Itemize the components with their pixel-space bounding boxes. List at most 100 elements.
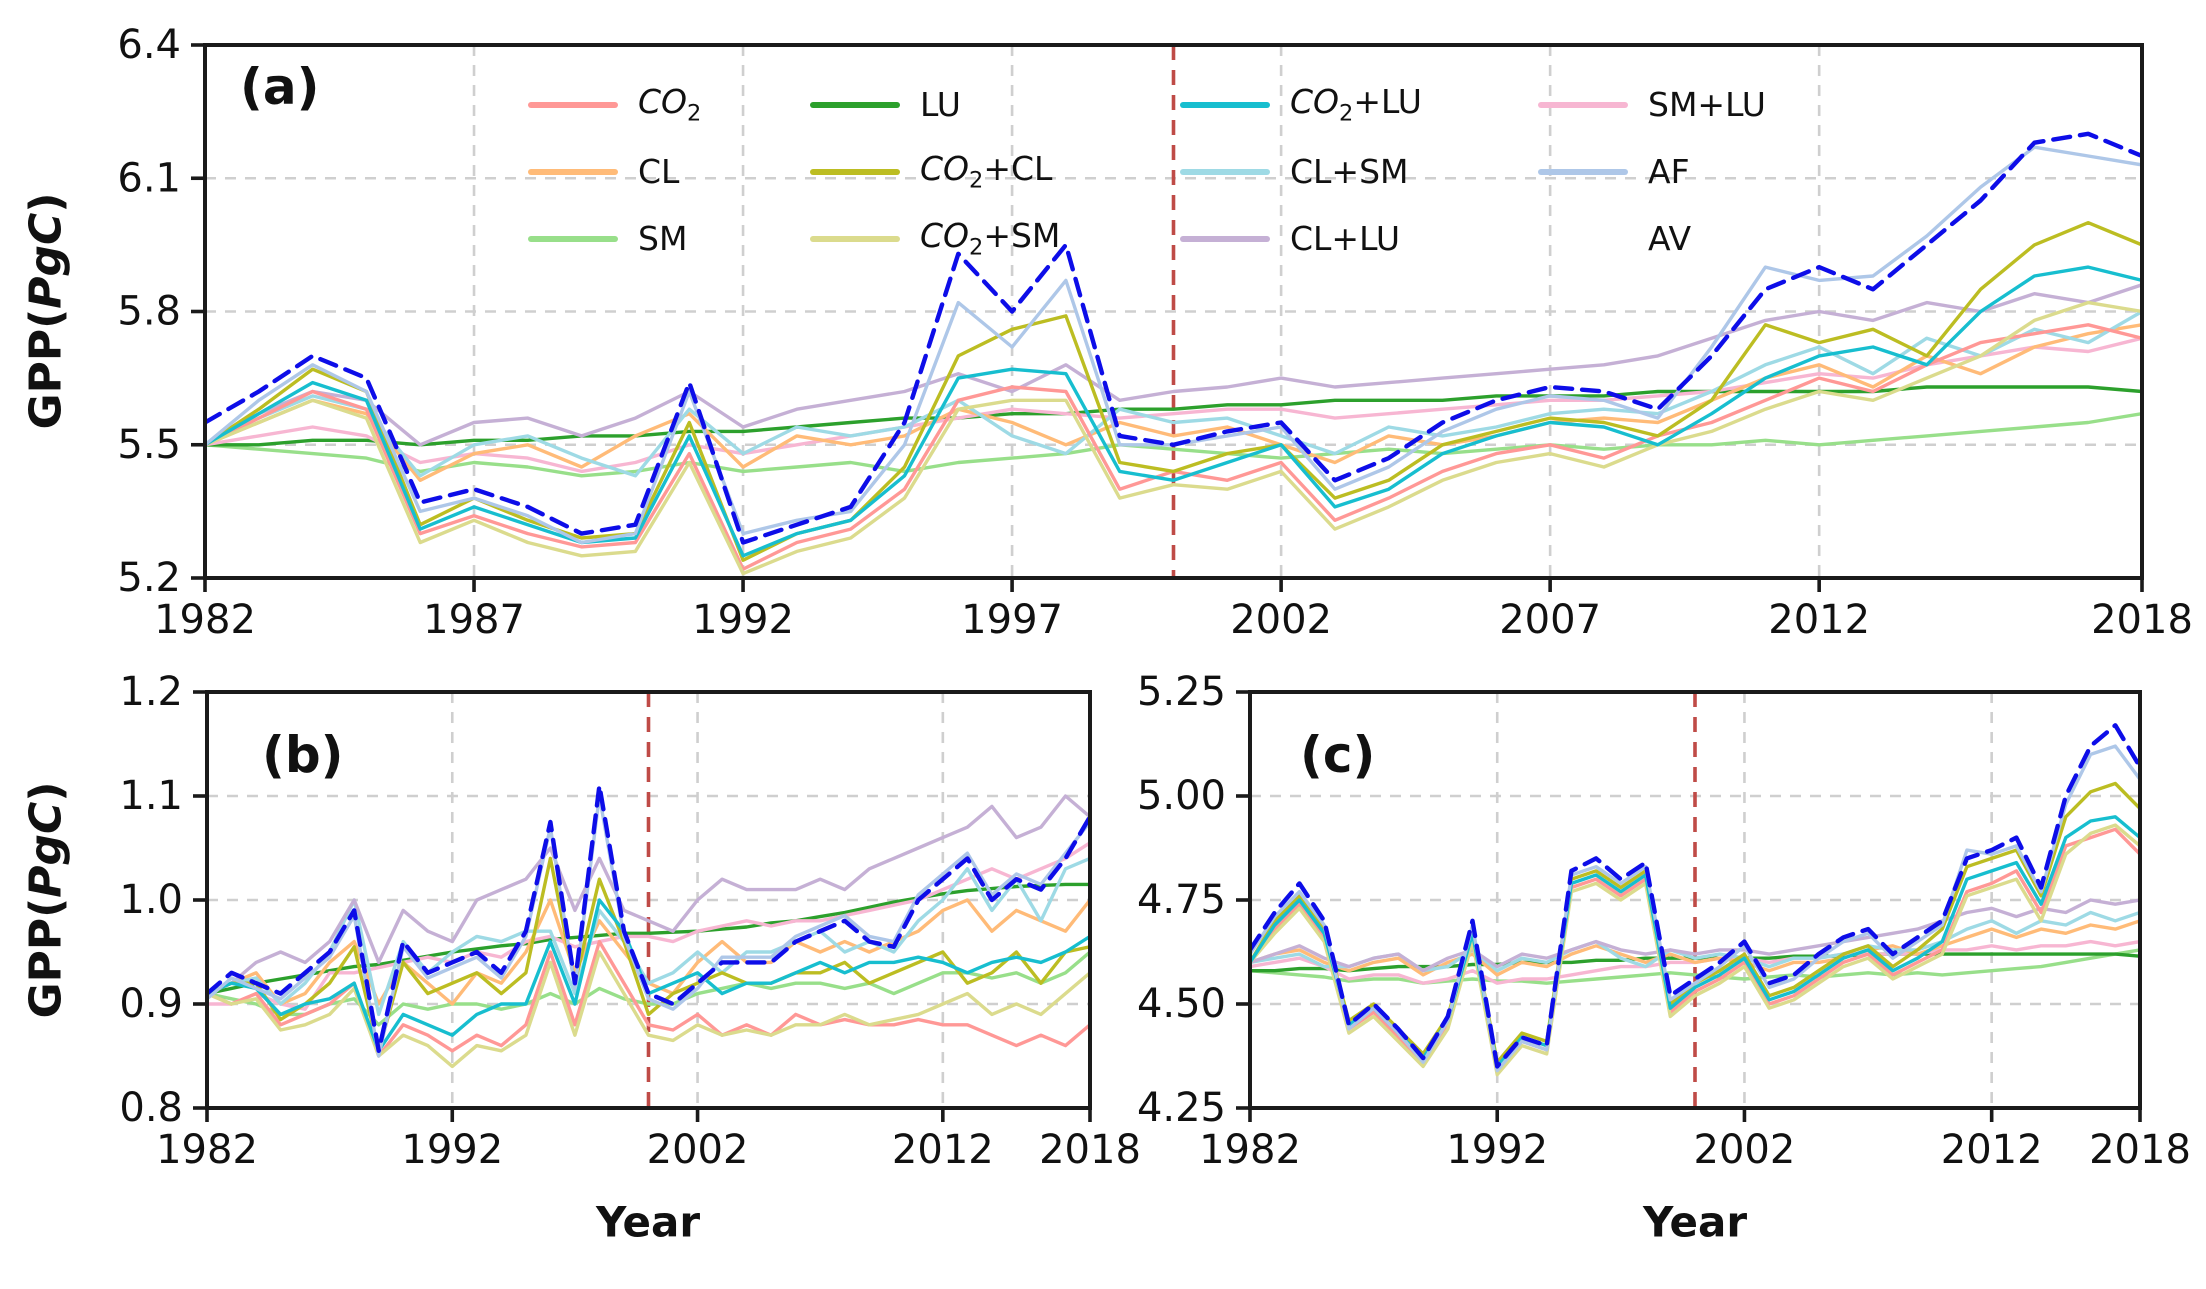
panel-c: 1982 1992 2002 2012 2018 4.25 4.50 4.75 5.00 5.25 — [1137, 669, 2191, 1173]
x-tick-label: 2018 — [1039, 1127, 1141, 1173]
series-AF-line — [1250, 744, 2140, 1073]
y-axis-label-panel-b: GPP(PgC) — [20, 781, 72, 1019]
series-AV-line — [207, 783, 1090, 1054]
legend-swatch-CL — [528, 168, 618, 175]
series-CO2+SM-line — [205, 300, 2142, 576]
legend-item-CO2+SM: CO2+SM — [810, 205, 1060, 272]
legend-item-CL+LU: CL+LU — [1180, 205, 1400, 272]
legend-item-SM: SM — [528, 205, 687, 272]
legend-label-CL+SM: CL+SM — [1290, 152, 1409, 191]
x-tick-label: 2018 — [2089, 1127, 2191, 1173]
legend-item-SM+LU: SM+LU — [1538, 71, 1766, 138]
x-tick-label: 1982 — [1199, 1127, 1301, 1173]
legend-item-CO2: CO2 — [528, 71, 701, 138]
legend-swatch-CO2 — [528, 101, 618, 108]
legend-item-CL: CL — [528, 138, 679, 205]
legend-item-AV: AV — [1538, 205, 1691, 272]
x-tick-label: 1992 — [1446, 1127, 1548, 1173]
series-SM-line — [207, 950, 1090, 1027]
x-tick-label: 2002 — [1694, 1127, 1796, 1173]
x-tick-label: 2007 — [1499, 597, 1601, 643]
legend-item-CO2+LU: CO2+LU — [1180, 71, 1422, 138]
legend-item-LU: LU — [810, 71, 961, 138]
x-tick-label: 1982 — [156, 1127, 258, 1173]
series-AV-line — [1250, 723, 2140, 1069]
series-CL+LU-line — [1250, 898, 2140, 973]
legend-label-CL+LU: CL+LU — [1290, 219, 1400, 258]
series-AV-line — [205, 131, 2142, 545]
legend-swatch-CL+LU — [1180, 235, 1270, 242]
legend-label-SM+LU: SM+LU — [1648, 85, 1766, 124]
y-tick-label: 0.8 — [119, 1085, 183, 1131]
x-axis-title-panel-c: Year — [1642, 1197, 1748, 1247]
series-CO2+CL-line — [205, 220, 2142, 562]
x-axis-title-panel-b: Year — [595, 1197, 701, 1247]
y-tick-label: 4.75 — [1137, 877, 1226, 923]
legend-swatch-CO2+CL — [810, 168, 900, 175]
series-CO2+SM-line — [207, 950, 1090, 1069]
x-tick-label: 2002 — [1230, 597, 1332, 643]
y-tick-label: 5.5 — [117, 422, 181, 468]
legend-item-AF: AF — [1538, 138, 1690, 205]
y-tick-label: 6.4 — [117, 22, 181, 68]
panel-label-b: (b) — [262, 726, 344, 784]
x-tick-label: 2002 — [647, 1127, 749, 1173]
series-CO2-line — [1250, 827, 2140, 1073]
y-tick-label: 5.00 — [1137, 773, 1226, 819]
legend-item-CL+SM: CL+SM — [1180, 138, 1409, 205]
x-tick-label: 1992 — [401, 1127, 503, 1173]
legend-label-CO2: CO2 — [638, 82, 702, 127]
series-CO2+CL-line — [207, 856, 1090, 1053]
y-tick-label: 5.2 — [117, 555, 181, 601]
panel-label-a: (a) — [240, 58, 320, 116]
y-tick-label: 4.25 — [1137, 1085, 1226, 1131]
series-CO2+LU-line — [205, 265, 2142, 558]
series-SM+LU-line — [205, 336, 2142, 474]
x-tick-label: 1982 — [154, 597, 256, 643]
panel-a: 1982 1987 1992 1997 2002 2007 2012 2018 5.2 5.5 5.… — [117, 22, 2193, 643]
legend-swatch-AF — [1538, 168, 1628, 175]
legend-swatch-CL+SM — [1180, 168, 1270, 175]
legend-label-LU: LU — [920, 85, 961, 124]
legend-label-CO2+LU: CO2+LU — [1290, 82, 1422, 127]
legend-label-SM: SM — [638, 219, 688, 258]
legend-swatch-AV — [1538, 236, 1628, 242]
legend-swatch-SM+LU — [1538, 101, 1628, 108]
x-tick-label: 1987 — [423, 597, 525, 643]
y-axis-label-panel-a: GPP(PgC) — [20, 192, 72, 430]
legend-label-CL: CL — [638, 152, 680, 191]
legend-label-AV: AV — [1648, 219, 1692, 258]
panel-b: 1982 1992 2002 2012 2018 0.8 0.9 1.0 1.1 1.2 — [119, 669, 1141, 1173]
y-tick-label: 1.2 — [119, 669, 183, 715]
x-tick-label: 2012 — [1768, 597, 1870, 643]
series-SM-line — [1250, 948, 2140, 985]
x-tick-label: 2012 — [1941, 1127, 2043, 1173]
y-tick-label: 6.1 — [117, 155, 181, 201]
x-tick-label: 2018 — [2091, 597, 2193, 643]
panel-label-c: (c) — [1300, 726, 1376, 784]
series-CL-line — [1250, 919, 2140, 977]
x-tick-label: 1992 — [692, 597, 794, 643]
x-tick-label: 1997 — [961, 597, 1063, 643]
y-tick-label: 1.1 — [119, 773, 183, 819]
series-LU-line — [207, 882, 1090, 996]
legend-label-CO2+CL: CO2+CL — [920, 149, 1053, 194]
legend-swatch-CO2+LU — [1180, 101, 1270, 108]
series-SM+LU-line — [207, 841, 1090, 1011]
legend-item-CO2+CL: CO2+CL — [810, 138, 1052, 205]
legend-label-CO2+SM: CO2+SM — [920, 216, 1061, 261]
legend-label-AF: AF — [1648, 152, 1690, 191]
series-CL+LU-line — [207, 794, 1090, 996]
y-tick-label: 1.0 — [119, 877, 183, 923]
series-CO2+SM-line — [1250, 823, 2140, 1077]
y-tick-label: 0.9 — [119, 981, 183, 1027]
legend-swatch-CO2+SM — [810, 235, 900, 242]
y-tick-label: 4.50 — [1137, 981, 1226, 1027]
series-CL-line — [205, 323, 2142, 482]
series-CL+SM-line — [205, 309, 2142, 478]
y-tick-label: 5.8 — [117, 289, 181, 335]
x-tick-label: 2012 — [892, 1127, 994, 1173]
legend-swatch-LU — [810, 101, 900, 108]
